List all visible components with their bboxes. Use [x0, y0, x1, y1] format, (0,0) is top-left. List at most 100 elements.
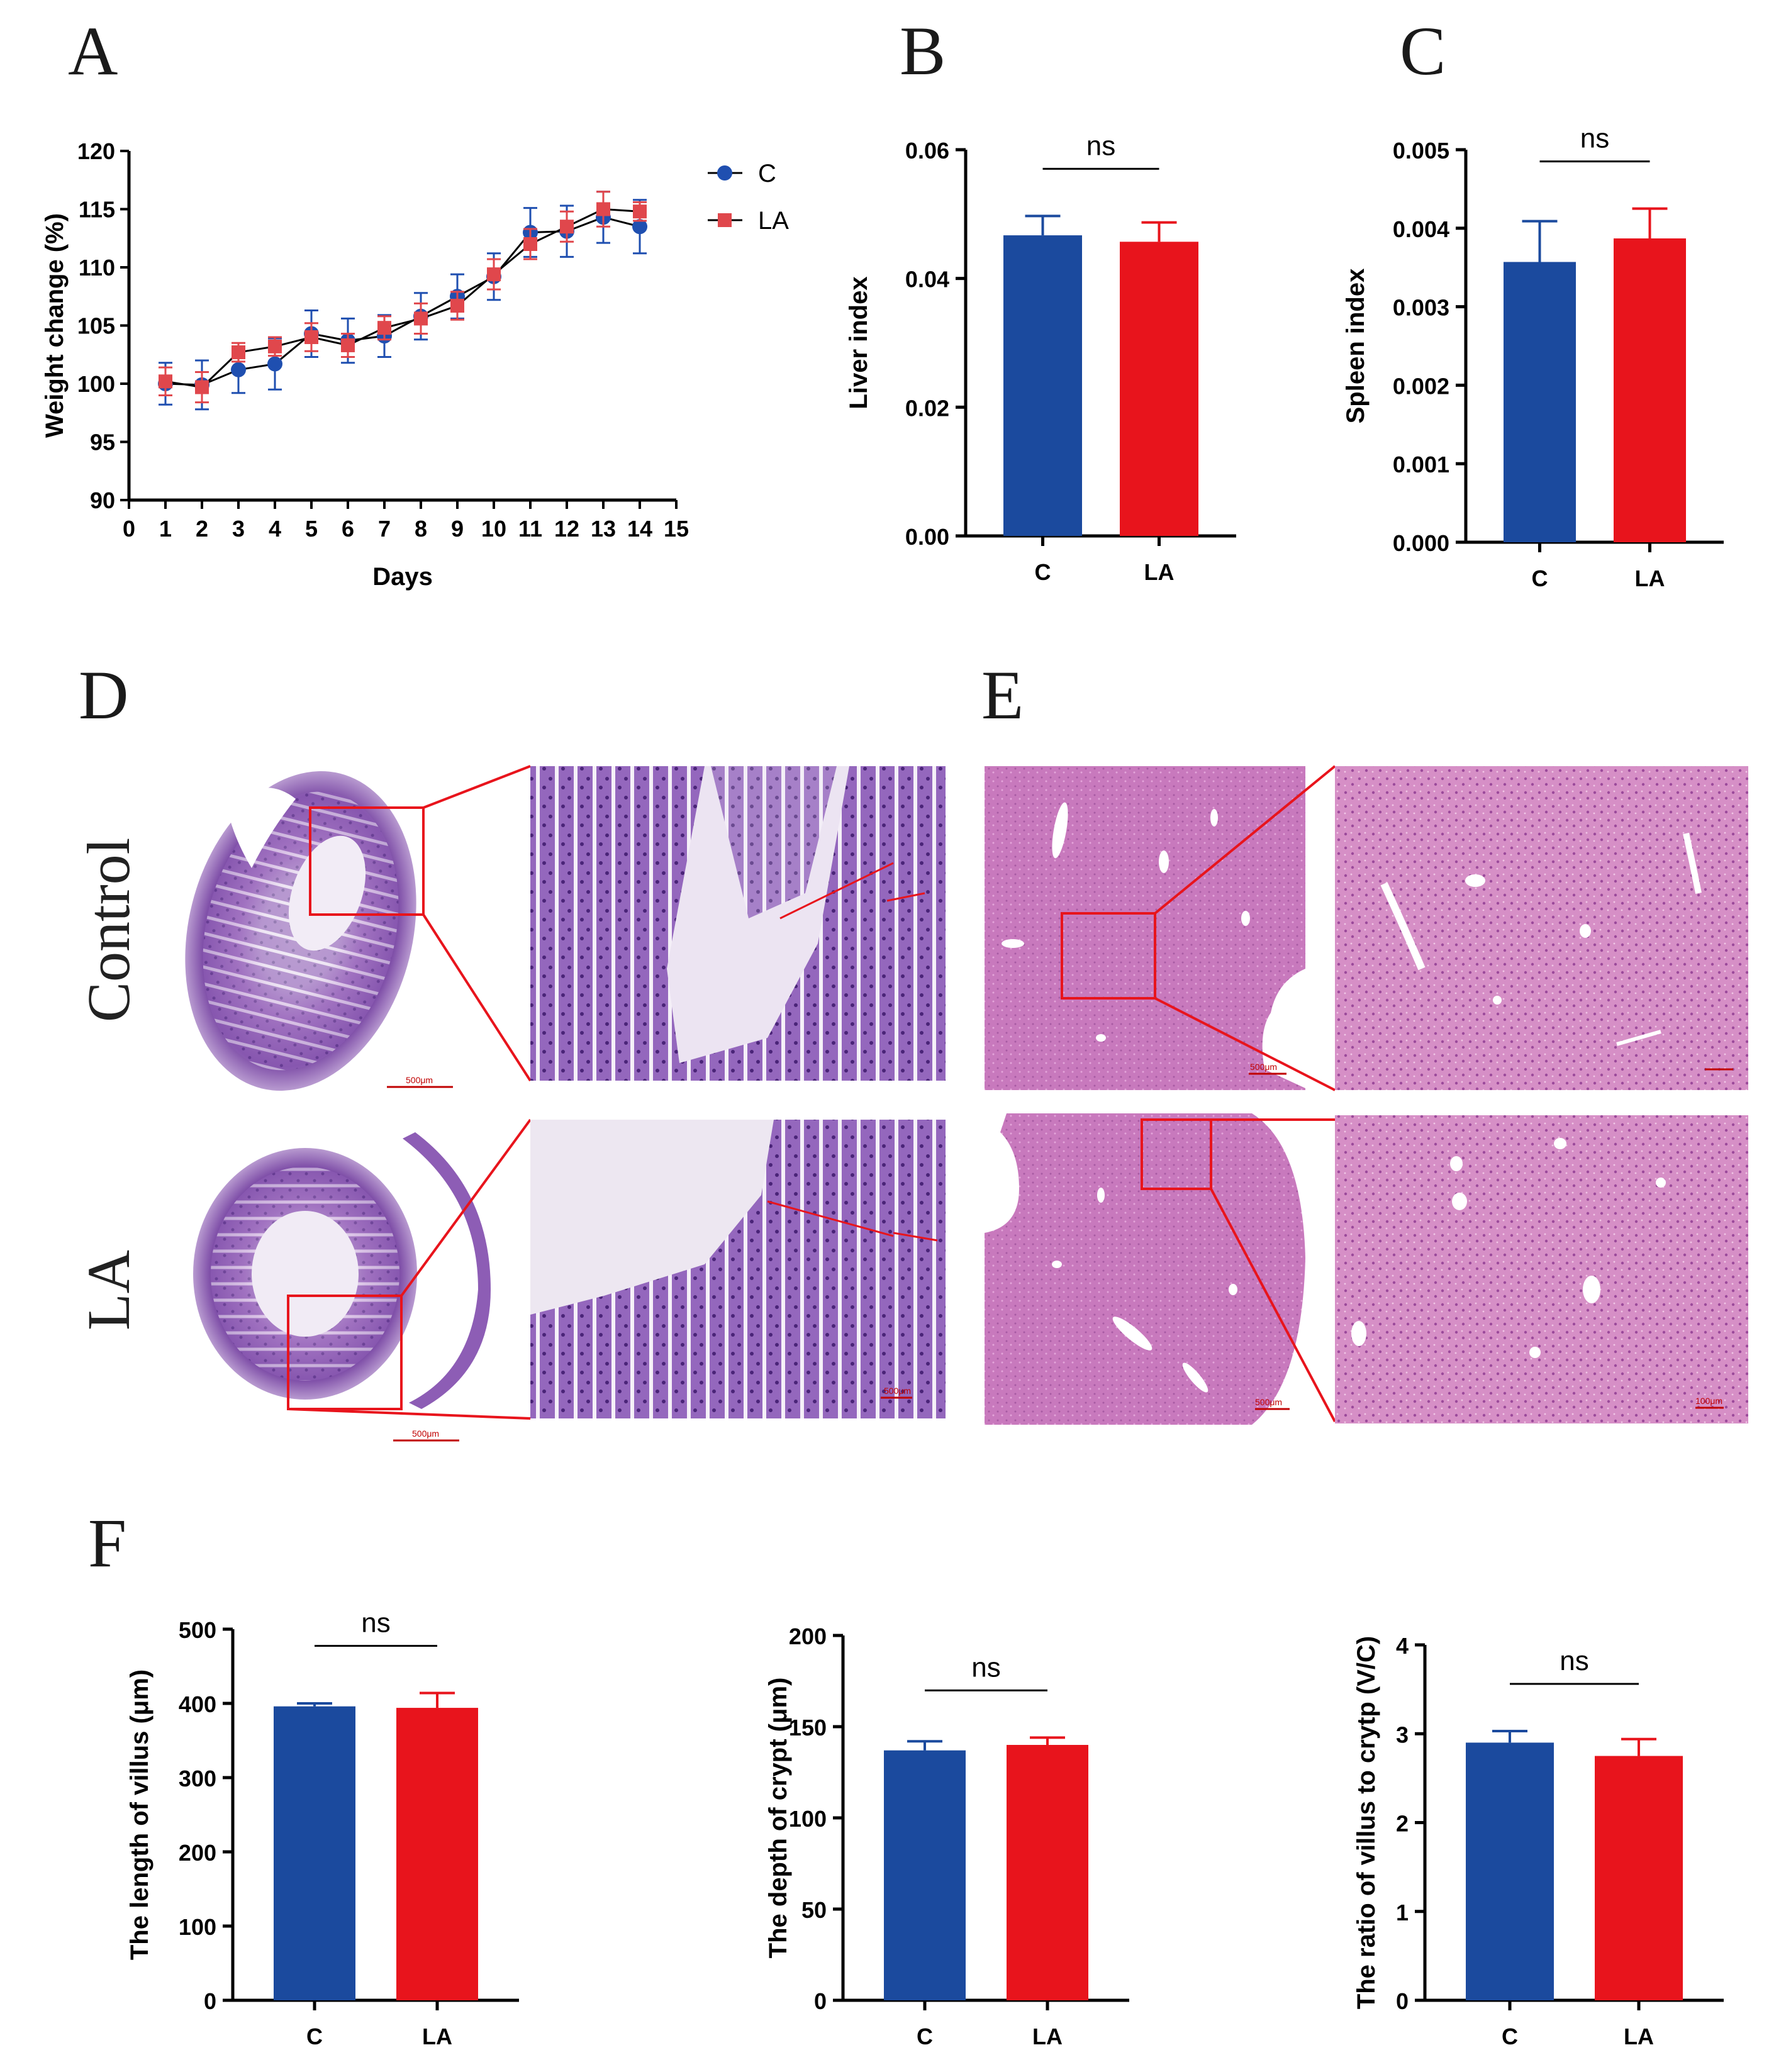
- x-tick-label: 5: [305, 516, 318, 542]
- row-label-control: Control: [75, 838, 142, 1022]
- x-tick-label: LA: [1635, 565, 1665, 591]
- scale-bar-e-la: 500μm: [1255, 1397, 1282, 1407]
- bar-la: [1120, 242, 1198, 536]
- y-tick-label: 100: [77, 371, 115, 397]
- legend-marker-la: [718, 213, 732, 227]
- la-liver-whole-section: 500μm: [985, 1113, 1305, 1425]
- la-intestine-zoom: 500μm: [530, 1120, 946, 1418]
- spleen-index-bar-chart: 0.000 0.001 0.002 0.003 0.004 0.005 C LA ns Splee…: [1342, 123, 1724, 591]
- la-intestine-whole-section: 500μm: [193, 1132, 491, 1442]
- control-liver-zoom: [1335, 766, 1748, 1090]
- bar-la: [1595, 1756, 1683, 2000]
- x-tick-label: 10: [481, 516, 506, 542]
- data-point-la: [487, 267, 501, 282]
- y-axis-title: The depth of crypt (μm): [764, 1678, 792, 1959]
- significance-label: ns: [1560, 1646, 1588, 1676]
- y-tick-label: 3: [1396, 1722, 1409, 1747]
- data-point-la: [414, 311, 428, 326]
- bar-la: [1007, 1745, 1088, 2000]
- x-tick-label: 14: [627, 516, 652, 542]
- y-tick-label: 120: [77, 138, 115, 164]
- x-tick-label: 1: [159, 516, 172, 542]
- data-point-la: [596, 202, 610, 216]
- bar-c: [274, 1706, 355, 2000]
- liver-index-bar-chart: 0.00 0.02 0.04 0.06 C LA ns Liver index: [845, 130, 1236, 585]
- data-point-la: [633, 204, 647, 219]
- y-tick-label: 0.02: [905, 395, 949, 421]
- bar-la: [1614, 238, 1686, 542]
- panel-d-intestine-histology: Control LA 500μm: [75, 765, 946, 1442]
- y-axis-title: Spleen index: [1342, 269, 1370, 424]
- y-tick-label: 90: [90, 487, 115, 513]
- bar-c: [1003, 235, 1082, 536]
- significance-label: ns: [361, 1607, 390, 1638]
- control-intestine-zoom: [530, 766, 946, 1081]
- y-tick-label: 0.002: [1393, 373, 1449, 399]
- row-label-la: LA: [75, 1250, 142, 1330]
- y-tick-label: 150: [789, 1715, 827, 1741]
- data-point-c: [231, 362, 246, 377]
- x-tick-label: 12: [554, 516, 579, 542]
- panel-label-b: B: [900, 13, 946, 89]
- la-liver-zoom: 100μm: [1335, 1115, 1748, 1423]
- significance-label: ns: [971, 1652, 1000, 1683]
- villus-length-bar-chart: 0 100 200 300 400 500 C LA ns The length of villu…: [126, 1607, 519, 2049]
- data-point-la: [195, 380, 209, 394]
- control-intestine-whole-section: 500μm: [185, 771, 453, 1091]
- y-tick-label: 0.00: [905, 524, 949, 550]
- y-axis-title: The length of villus (μm): [126, 1669, 153, 1960]
- x-tick-label: C: [306, 2024, 323, 2049]
- scale-bar-d-la: 500μm: [412, 1429, 439, 1439]
- y-tick-label: 105: [77, 313, 115, 339]
- zoom-box-la: [287, 1295, 403, 1410]
- x-tick-label: 4: [269, 516, 281, 542]
- x-tick-label: 13: [591, 516, 616, 542]
- y-tick-label: 4: [1396, 1633, 1409, 1659]
- legend-label: LA: [758, 207, 789, 235]
- bar-c: [1504, 262, 1576, 542]
- y-axis-title: Weight change (%): [41, 213, 69, 438]
- legend-label: C: [758, 160, 776, 187]
- scale-bar-d-control: 500μm: [406, 1075, 433, 1085]
- y-tick-label: 0: [814, 1988, 827, 2014]
- zoom-box-control: [309, 806, 425, 916]
- y-tick-label: 0: [204, 1988, 216, 2014]
- y-tick-label: 115: [79, 197, 115, 223]
- control-liver-whole-section: 500μm: [985, 766, 1305, 1090]
- panel-label-a: A: [68, 13, 118, 89]
- scale-bar-e-la-zoom: 100μm: [1695, 1396, 1722, 1406]
- y-tick-label: 0.005: [1393, 138, 1449, 164]
- bar-c: [1466, 1742, 1554, 2000]
- panel-label-e: E: [981, 657, 1024, 733]
- data-point-la: [450, 299, 464, 313]
- y-tick-label: 0.000: [1393, 530, 1449, 556]
- zoom-box-liver-la: [1141, 1118, 1212, 1190]
- x-tick-label: 8: [415, 516, 427, 542]
- y-tick-label: 200: [789, 1624, 827, 1649]
- panel-label-f: F: [88, 1505, 126, 1581]
- y-tick-label: 2: [1396, 1811, 1409, 1837]
- x-tick-label: LA: [422, 2024, 452, 2049]
- data-point-la: [560, 220, 574, 234]
- y-tick-label: 50: [801, 1897, 827, 1923]
- y-tick-label: 0.004: [1393, 216, 1449, 242]
- x-tick-label: 7: [378, 516, 391, 542]
- x-tick-label: 3: [232, 516, 245, 542]
- x-tick-label: 9: [451, 516, 464, 542]
- significance-label: ns: [1580, 123, 1609, 154]
- crypt-depth-bar-chart: 0 50 100 150 200 C LA ns The depth of crypt (μm): [764, 1624, 1129, 2049]
- y-tick-label: 0.04: [905, 267, 949, 292]
- x-tick-label: C: [917, 2024, 933, 2049]
- x-tick-label: C: [1035, 559, 1051, 585]
- y-tick-label: 1: [1396, 1900, 1409, 1925]
- data-point-la: [268, 339, 282, 354]
- x-tick-label: LA: [1624, 2024, 1654, 2049]
- data-point-c: [632, 219, 647, 235]
- y-axis-title: The ratio of villus to crytp (V/C): [1353, 1636, 1380, 2009]
- y-tick-label: 100: [789, 1806, 827, 1832]
- x-tick-label: 2: [196, 516, 208, 542]
- bar-la: [396, 1708, 478, 2000]
- scale-bar-d-la-zoom: 500μm: [884, 1386, 911, 1396]
